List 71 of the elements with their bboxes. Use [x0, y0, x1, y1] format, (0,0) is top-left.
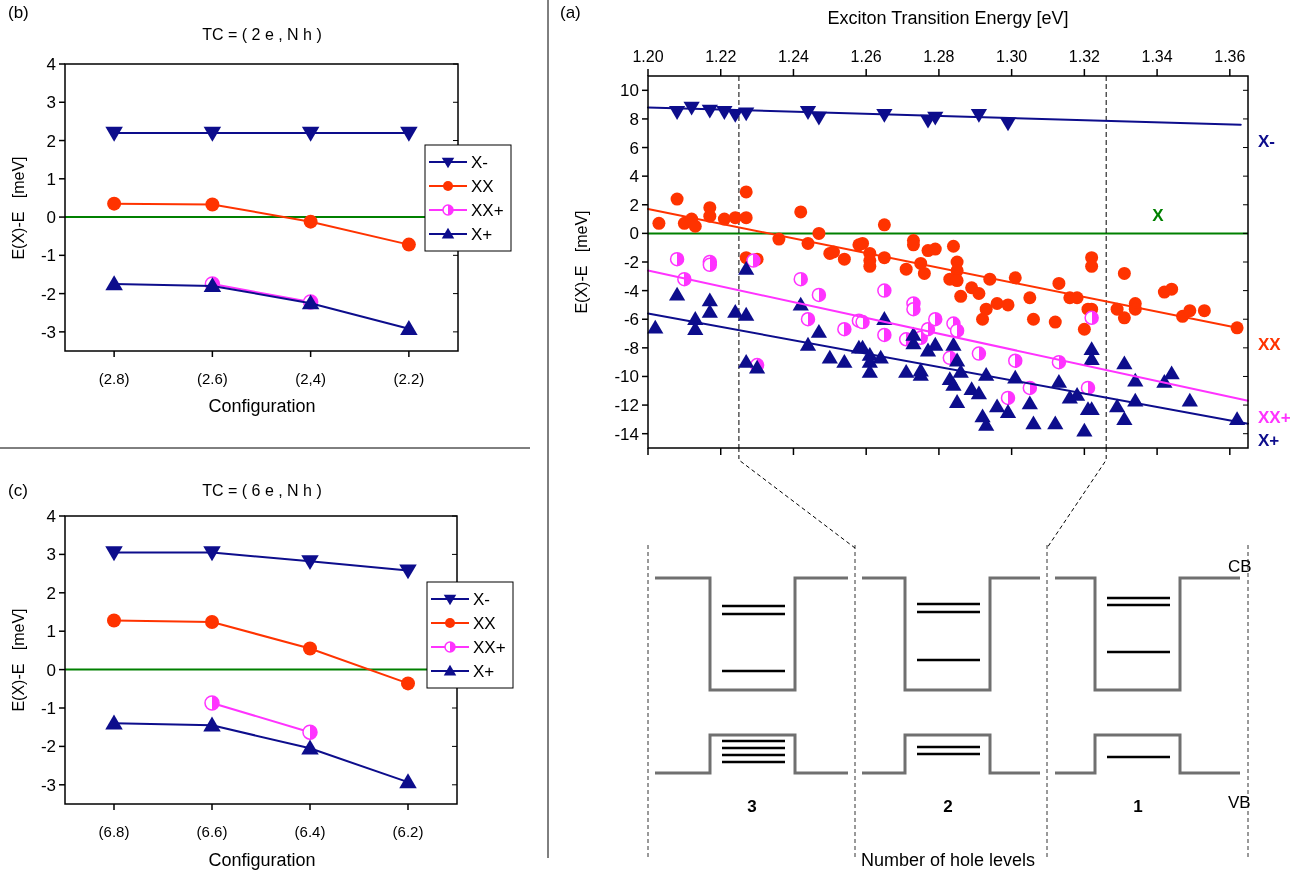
y-tick-label: 8 [629, 109, 639, 129]
y-tick-label: -6 [623, 310, 639, 330]
y-axis-title: E(X)-E [meV] [10, 608, 27, 712]
x-tick-label: (6.8) [98, 823, 130, 840]
series-label: X+ [1258, 430, 1280, 450]
y-tick-label: 4 [629, 167, 639, 187]
y-tick-label: -2 [40, 284, 56, 304]
text: (c) [8, 481, 28, 500]
y-tick-label: 2 [629, 195, 639, 215]
ref-line-label: X [1152, 206, 1165, 226]
y-tick-label: 3 [46, 545, 56, 565]
y-tick-label: 0 [629, 224, 639, 244]
x-tick-label: (2.8) [98, 370, 130, 387]
legend-label: X+ [471, 225, 493, 244]
y-tick-label: 2 [46, 131, 56, 151]
x-tick-label: 1.34 [1141, 48, 1173, 65]
x-tick-label: 1.36 [1214, 48, 1246, 65]
y-tick-label: -1 [40, 246, 56, 266]
x-axis-title: Configuration [208, 850, 316, 870]
y-tick-label: 0 [46, 208, 56, 228]
y-tick-label: 2 [46, 583, 56, 603]
y-tick-label: 1 [46, 169, 56, 189]
legend-label: X- [471, 153, 488, 172]
y-tick-label: -10 [614, 367, 639, 387]
y-tick-label: -3 [40, 775, 56, 795]
y-tick-label: 4 [46, 507, 56, 526]
y-tick-label: 0 [46, 660, 56, 680]
legend-label: XX [471, 177, 494, 196]
chart-title: TC = ( 2 e , N h ) [202, 26, 322, 43]
x-tick-label: 1.26 [850, 48, 882, 65]
x-tick-label: 1.20 [632, 48, 664, 65]
y-tick-label: 10 [620, 81, 639, 101]
x-tick-label: 1.28 [923, 48, 955, 65]
y-axis-title: E(X)-E [meV] [10, 156, 27, 260]
y-axis-title: E(X)-E [meV] [573, 210, 590, 314]
y-tick-label: 6 [629, 138, 639, 158]
text: (b) [8, 3, 29, 22]
x-tick-label: (6.6) [196, 823, 228, 840]
x-axis-title: Configuration [208, 396, 316, 416]
x-tick-label: 1.30 [996, 48, 1028, 65]
legend-label: X+ [473, 662, 495, 681]
y-tick-label: -14 [614, 424, 639, 444]
x-tick-label: (2,4) [295, 370, 327, 387]
series-label: XX [1258, 334, 1282, 354]
x-tick-label: (6.2) [392, 823, 424, 840]
legend-label: X- [473, 590, 490, 609]
y-tick-label: 3 [46, 93, 56, 113]
y-tick-label: -4 [623, 281, 639, 301]
energy-level-diagram: CB 3 2 1 VB Number of hole levels [647, 447, 1252, 870]
x-axis-title: Exciton Transition Energy [eV] [827, 8, 1069, 28]
series-label: X- [1258, 131, 1275, 151]
text: (a) [560, 3, 581, 22]
y-tick-label: -8 [623, 338, 639, 358]
legend-label: XX+ [473, 638, 506, 657]
y-tick-label: -12 [614, 396, 639, 416]
series-label: XX+ [1258, 407, 1291, 427]
x-tick-label: 1.22 [705, 48, 737, 65]
x-tick-label: (2.2) [393, 370, 425, 387]
y-tick-label: 4 [46, 55, 56, 74]
x-tick-label: 1.24 [777, 48, 810, 65]
y-tick-label: 1 [46, 622, 56, 642]
x-tick-label: (6.4) [294, 823, 326, 840]
x-tick-label: 1.32 [1068, 48, 1101, 65]
legend-label: XX [473, 614, 496, 633]
chart-title: TC = ( 6 e , N h ) [202, 482, 322, 499]
legend-label: XX+ [471, 201, 504, 220]
y-tick-label: -3 [40, 322, 56, 342]
y-tick-label: -2 [40, 737, 56, 757]
y-tick-label: -2 [623, 253, 639, 272]
y-tick-label: -1 [40, 699, 56, 718]
x-tick-label: (2.6) [196, 370, 228, 387]
